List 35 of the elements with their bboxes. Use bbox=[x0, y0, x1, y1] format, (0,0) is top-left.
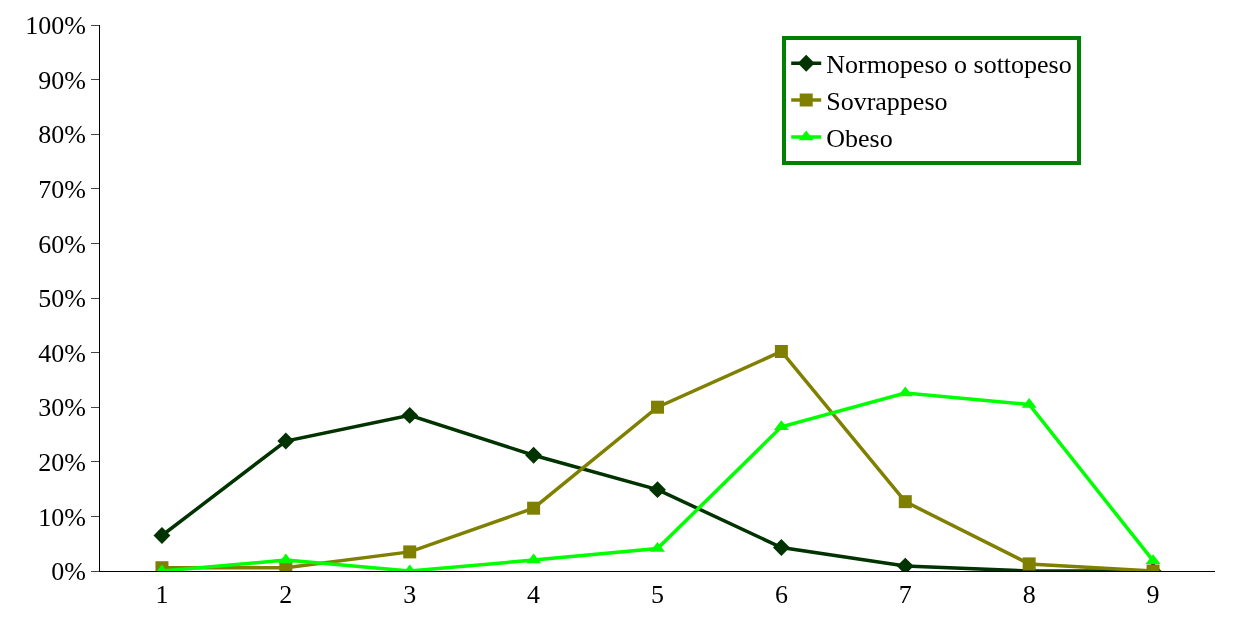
x-tick-label: 8 bbox=[1022, 580, 1036, 610]
y-tick-label: 0% bbox=[51, 557, 86, 587]
x-tick-label: 4 bbox=[527, 580, 541, 610]
y-tick-label: 20% bbox=[38, 447, 86, 477]
y-tick-label: 40% bbox=[38, 338, 86, 368]
point bbox=[153, 527, 171, 544]
x-tick-label: 3 bbox=[403, 580, 417, 610]
legend-label: Normopeso o sottopeso bbox=[826, 50, 1072, 80]
point bbox=[772, 539, 790, 556]
point bbox=[651, 400, 664, 414]
point bbox=[898, 495, 912, 509]
x-tick-label: 2 bbox=[279, 580, 293, 610]
y-tick-label: 100% bbox=[25, 11, 86, 41]
point bbox=[1022, 557, 1036, 571]
point bbox=[649, 481, 666, 499]
point bbox=[277, 432, 295, 450]
point bbox=[401, 406, 419, 424]
x-tick-label: 6 bbox=[774, 580, 788, 610]
point bbox=[527, 501, 541, 515]
y-tick-label: 10% bbox=[38, 502, 86, 532]
point bbox=[525, 446, 543, 464]
y-tick-label: 30% bbox=[38, 393, 86, 423]
y-tick-label: 80% bbox=[38, 120, 86, 150]
legend-label: Sovrappeso bbox=[826, 87, 948, 117]
x-tick-label: 5 bbox=[651, 580, 664, 610]
x-tick-label: 7 bbox=[898, 580, 912, 610]
x-tick-label: 9 bbox=[1146, 580, 1160, 610]
point bbox=[403, 545, 417, 559]
y-tick-label: 90% bbox=[38, 65, 86, 95]
legend-label: Obeso bbox=[826, 124, 893, 154]
y-tick-label: 50% bbox=[38, 284, 86, 314]
x-tick-label: 1 bbox=[155, 580, 169, 610]
y-tick-label: 70% bbox=[38, 174, 86, 204]
point bbox=[774, 345, 788, 359]
y-tick-label: 60% bbox=[38, 229, 86, 259]
